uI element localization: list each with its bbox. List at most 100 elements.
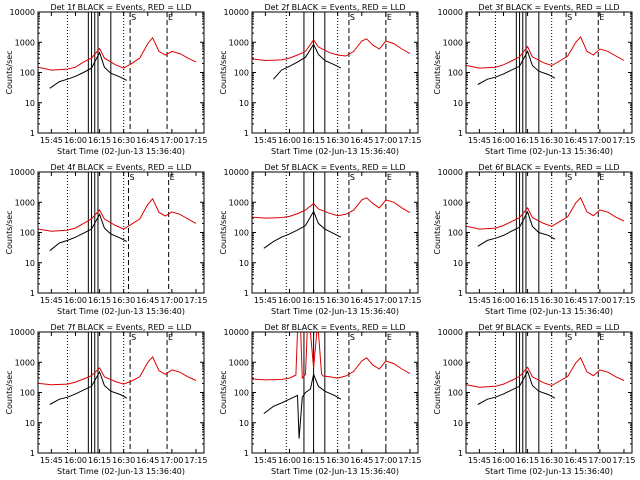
- chart-title: Det 5f BLACK = Events, RED = LLD: [264, 163, 405, 172]
- start-marker-label: S: [567, 333, 572, 342]
- plot-frame: [251, 11, 419, 134]
- x-tick-label: 15:45: [254, 136, 277, 145]
- x-axis-label: Start Time (02-Jun-13 15:36:40): [57, 467, 185, 476]
- y-tick-label: 1000: [229, 38, 249, 47]
- chart-panel: Det 8f BLACK = Events, RED = LLD Counts/s…: [219, 323, 421, 476]
- plot-area: [466, 172, 625, 293]
- x-tick-label: 17:00: [588, 456, 611, 465]
- y-tick-label: 10: [239, 99, 249, 108]
- start-marker-label: S: [129, 173, 134, 182]
- x-tick-label: 16:30: [112, 296, 135, 305]
- x-tick-label: 16:30: [540, 296, 563, 305]
- x-tick-label: 16:45: [350, 456, 373, 465]
- x-tick-label: 16:30: [326, 456, 349, 465]
- x-tick-label: 16:45: [136, 456, 159, 465]
- y-tick-label: 100: [448, 69, 463, 78]
- y-tick-label: 100: [20, 389, 35, 398]
- plot-area: [252, 172, 411, 293]
- x-tick-label: 15:45: [40, 296, 63, 305]
- x-tick-label: 16:15: [516, 456, 539, 465]
- y-tick-label: 100: [20, 229, 35, 238]
- start-marker-label: S: [567, 13, 572, 22]
- chart-panel: Det 7f BLACK = Events, RED = LLD Counts/s…: [5, 323, 207, 476]
- x-axis-label: Start Time (02-Jun-13 15:36:40): [57, 147, 185, 156]
- x-axis-label: Start Time (02-Jun-13 15:36:40): [271, 307, 399, 316]
- x-tick-label: 17:00: [374, 136, 397, 145]
- chart-title: Det 1f BLACK = Events, RED = LLD: [50, 3, 191, 12]
- x-tick-label: 17:15: [612, 136, 635, 145]
- x-tick-label: 17:00: [374, 456, 397, 465]
- x-tick-label: 15:45: [468, 456, 491, 465]
- y-axis-label: Counts/sec: [5, 370, 14, 414]
- y-axis-label: Counts/sec: [219, 370, 228, 414]
- y-tick-label: 10000: [224, 168, 249, 177]
- chart-title: Det 2f BLACK = Events, RED = LLD: [264, 3, 405, 12]
- events-series-line: [49, 370, 128, 405]
- y-tick-label: 100: [234, 69, 249, 78]
- y-axis-label: Counts/sec: [219, 210, 228, 254]
- end-marker-label: E: [387, 173, 392, 182]
- y-axis-label: Counts/sec: [219, 50, 228, 94]
- x-tick-label: 16:30: [540, 136, 563, 145]
- y-tick-label: 10: [25, 259, 35, 268]
- x-tick-label: 16:00: [492, 456, 515, 465]
- plot-area: [38, 12, 197, 133]
- y-tick-label: 1: [244, 289, 249, 298]
- plot-frame: [37, 11, 205, 134]
- chart-panel: Det 9f BLACK = Events, RED = LLD Counts/s…: [433, 323, 635, 476]
- y-tick-label: 100: [448, 389, 463, 398]
- x-tick-label: 16:15: [88, 136, 111, 145]
- x-tick-label: 16:15: [302, 136, 325, 145]
- lld-series-line: [252, 38, 411, 62]
- y-tick-label: 10000: [10, 328, 35, 337]
- events-series-line: [263, 372, 342, 439]
- y-tick-label: 10: [453, 419, 463, 428]
- lld-series-line: [38, 36, 197, 71]
- start-marker-label: S: [131, 13, 136, 22]
- events-series-line: [273, 43, 342, 80]
- chart-panel: Det 1f BLACK = Events, RED = LLD Counts/s…: [5, 3, 207, 156]
- y-tick-label: 1: [244, 129, 249, 138]
- y-tick-label: 10000: [438, 328, 463, 337]
- x-axis-label: Start Time (02-Jun-13 15:36:40): [57, 307, 185, 316]
- x-tick-label: 17:00: [374, 296, 397, 305]
- chart-title: Det 6f BLACK = Events, RED = LLD: [478, 163, 619, 172]
- lld-series-line: [38, 355, 197, 386]
- x-tick-label: 15:45: [254, 456, 277, 465]
- y-tick-label: 100: [20, 69, 35, 78]
- y-tick-label: 1000: [229, 358, 249, 367]
- y-tick-label: 1: [458, 289, 463, 298]
- lld-series-line: [466, 196, 625, 230]
- y-tick-label: 10: [25, 419, 35, 428]
- events-series-line: [49, 51, 128, 89]
- x-tick-label: 16:30: [112, 456, 135, 465]
- plot-area: [466, 332, 625, 453]
- x-tick-label: 17:00: [160, 136, 183, 145]
- x-tick-label: 16:45: [136, 296, 159, 305]
- x-tick-label: 16:45: [136, 136, 159, 145]
- x-tick-label: 17:15: [398, 456, 421, 465]
- events-series-line: [477, 50, 556, 85]
- x-tick-label: 17:15: [184, 456, 207, 465]
- x-tick-label: 17:00: [588, 136, 611, 145]
- x-axis-label: Start Time (02-Jun-13 15:36:40): [485, 147, 613, 156]
- end-marker-label: E: [387, 333, 392, 342]
- x-tick-label: 16:30: [326, 136, 349, 145]
- y-tick-label: 1000: [443, 198, 463, 207]
- y-tick-label: 10000: [10, 168, 35, 177]
- x-tick-label: 17:15: [184, 136, 207, 145]
- x-tick-label: 16:00: [492, 296, 515, 305]
- x-tick-label: 16:15: [88, 296, 111, 305]
- plot-frame: [465, 11, 633, 134]
- x-tick-label: 17:15: [612, 456, 635, 465]
- events-series-line: [477, 370, 556, 405]
- plot-area: [252, 332, 411, 453]
- x-tick-label: 17:15: [612, 296, 635, 305]
- chart-title: Det 8f BLACK = Events, RED = LLD: [264, 323, 405, 332]
- x-tick-label: 15:45: [254, 296, 277, 305]
- y-axis-label: Counts/sec: [433, 370, 442, 414]
- plot-area: [466, 12, 625, 133]
- x-tick-label: 16:00: [492, 136, 515, 145]
- y-tick-label: 1: [458, 129, 463, 138]
- x-axis-label: Start Time (02-Jun-13 15:36:40): [485, 467, 613, 476]
